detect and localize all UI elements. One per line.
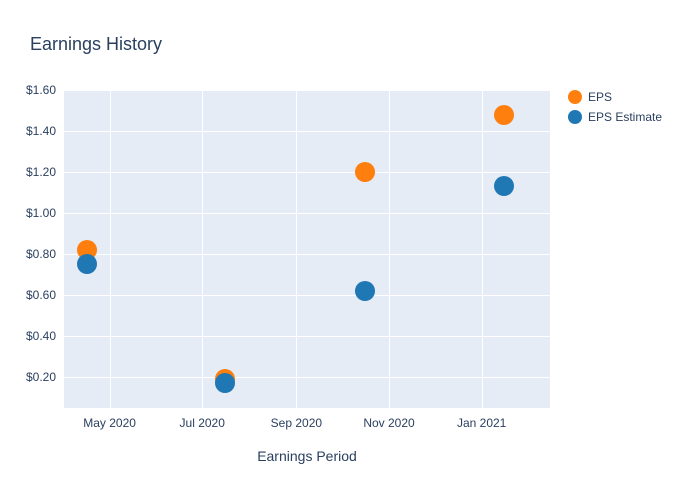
y-tick-label: $1.20 (26, 165, 56, 179)
plot-area (64, 90, 550, 408)
x-tick-label: Sep 2020 (271, 416, 322, 430)
grid-line-h (64, 254, 550, 255)
grid-line-v (110, 90, 111, 408)
grid-line-h (64, 90, 550, 91)
grid-line-v (296, 90, 297, 408)
legend-label: EPS Estimate (588, 110, 662, 124)
x-tick-label: May 2020 (83, 416, 136, 430)
grid-line-h (64, 377, 550, 378)
data-marker (77, 254, 97, 274)
y-tick-label: $1.40 (26, 124, 56, 138)
grid-line-v (482, 90, 483, 408)
x-tick-label: Nov 2020 (363, 416, 414, 430)
legend-swatch (568, 90, 582, 104)
grid-line-v (389, 90, 390, 408)
data-marker (355, 281, 375, 301)
x-axis-label: Earnings Period (257, 448, 357, 464)
grid-line-v (202, 90, 203, 408)
grid-line-h (64, 295, 550, 296)
legend-label: EPS (588, 90, 612, 104)
legend-item[interactable]: EPS Estimate (568, 110, 662, 124)
y-tick-label: $1.60 (26, 83, 56, 97)
data-marker (494, 176, 514, 196)
x-tick-label: Jan 2021 (457, 416, 506, 430)
y-tick-label: $0.60 (26, 288, 56, 302)
grid-line-h (64, 172, 550, 173)
grid-line-h (64, 336, 550, 337)
y-tick-label: $0.40 (26, 329, 56, 343)
legend-swatch (568, 110, 582, 124)
y-tick-label: $0.80 (26, 247, 56, 261)
grid-line-h (64, 131, 550, 132)
data-marker (494, 105, 514, 125)
grid-line-h (64, 213, 550, 214)
chart-title: Earnings History (30, 34, 162, 55)
y-tick-label: $1.00 (26, 206, 56, 220)
y-tick-label: $0.20 (26, 370, 56, 384)
x-tick-label: Jul 2020 (180, 416, 225, 430)
data-marker (355, 162, 375, 182)
legend-item[interactable]: EPS (568, 90, 662, 104)
data-marker (215, 373, 235, 393)
legend: EPS EPS Estimate (568, 90, 662, 130)
